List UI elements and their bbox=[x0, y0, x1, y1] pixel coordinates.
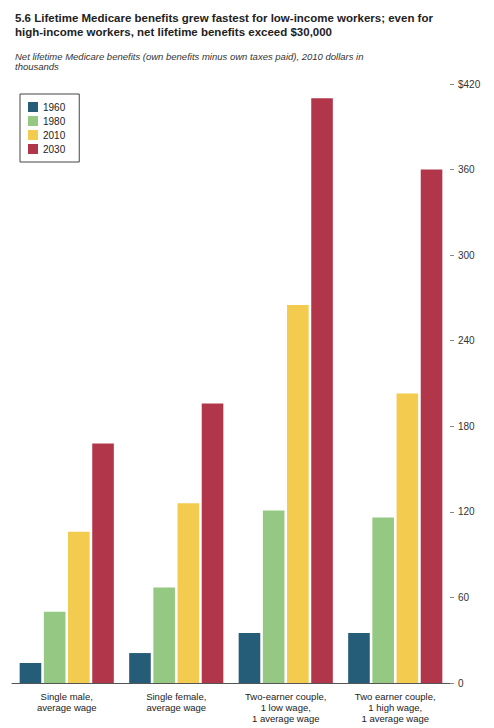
svg-text:2010: 2010 bbox=[43, 130, 66, 141]
svg-text:1 high wage,: 1 high wage, bbox=[368, 702, 422, 713]
svg-text:Single female,: Single female, bbox=[146, 691, 206, 702]
svg-text:2030: 2030 bbox=[43, 144, 66, 155]
svg-text:$420: $420 bbox=[458, 79, 481, 90]
svg-text:average wage: average wage bbox=[37, 702, 97, 713]
svg-text:120: 120 bbox=[458, 506, 475, 517]
svg-text:180: 180 bbox=[458, 421, 475, 432]
svg-text:high-income workers, net lifet: high-income workers, net lifetime benefi… bbox=[15, 26, 332, 38]
svg-text:average wage: average wage bbox=[146, 702, 206, 713]
svg-text:0: 0 bbox=[458, 678, 464, 689]
svg-text:Two-earner couple,: Two-earner couple, bbox=[245, 691, 326, 702]
svg-text:300: 300 bbox=[458, 250, 475, 261]
svg-text:Net lifetime Medicare benefits: Net lifetime Medicare benefits (own bene… bbox=[15, 51, 366, 62]
svg-text:1960: 1960 bbox=[43, 102, 66, 113]
svg-text:240: 240 bbox=[458, 335, 475, 346]
svg-text:1 average wage: 1 average wage bbox=[361, 713, 429, 724]
svg-text:1 low wage,: 1 low wage, bbox=[261, 702, 311, 713]
svg-text:Single male,: Single male, bbox=[41, 691, 93, 702]
svg-text:360: 360 bbox=[458, 164, 475, 175]
svg-text:60: 60 bbox=[458, 592, 470, 603]
svg-text:Two earner couple,: Two earner couple, bbox=[355, 691, 436, 702]
svg-text:5.6 Lifetime Medicare benefits: 5.6 Lifetime Medicare benefits grew fast… bbox=[15, 12, 436, 24]
svg-text:1 average wage: 1 average wage bbox=[252, 713, 320, 724]
svg-text:1980: 1980 bbox=[43, 116, 66, 127]
svg-text:thousands: thousands bbox=[15, 61, 59, 72]
